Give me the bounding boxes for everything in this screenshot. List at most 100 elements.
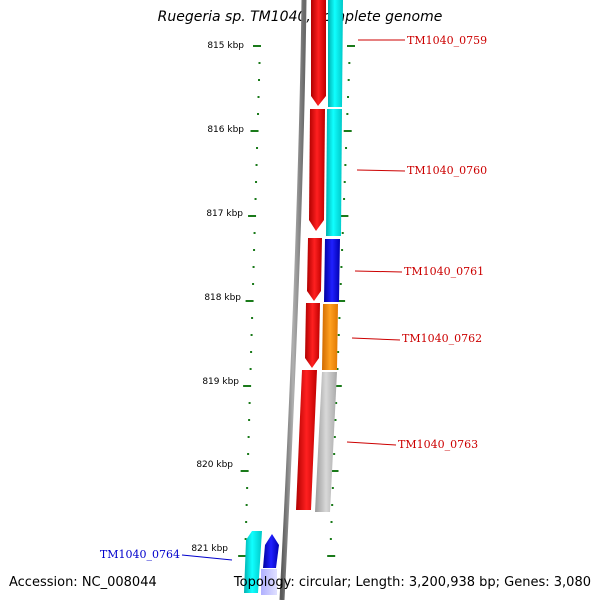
scale-tick	[345, 147, 348, 149]
scale-tick	[340, 215, 349, 217]
light-feature-block[interactable]	[261, 569, 277, 595]
scale-tick	[343, 130, 352, 132]
scale-tick	[244, 538, 247, 540]
gene-cluster-0764	[244, 531, 279, 595]
scale-label: 817 kbp	[206, 209, 243, 219]
scale-label: 816 kbp	[207, 125, 244, 135]
genome-backbone	[279, 0, 307, 600]
scale-tick	[255, 181, 258, 183]
scale-tick	[248, 215, 257, 217]
scale-label: 818 kbp	[204, 293, 241, 303]
scale-tick	[245, 521, 248, 523]
scale-label: 820 kbp	[196, 460, 233, 470]
scale-tick	[248, 402, 251, 404]
scale-tick	[331, 504, 334, 506]
scale-ticks	[238, 45, 355, 557]
gene-arrow-tm1040-0760[interactable]	[326, 109, 342, 236]
scale-tick	[339, 283, 342, 285]
gene-label-tm1040-0764[interactable]: TM1040_0764	[100, 548, 180, 561]
scale-tick	[331, 487, 334, 489]
accession-text: Accession: NC_008044	[9, 575, 157, 590]
scale-tick	[258, 79, 261, 81]
scale-tick	[252, 283, 255, 285]
scale-tick	[337, 300, 346, 302]
scale-tick	[247, 436, 250, 438]
scale-tick	[335, 402, 338, 404]
scale-tick	[347, 45, 355, 47]
scale-tick	[253, 249, 256, 251]
scale-tick	[254, 198, 257, 200]
scale-tick	[250, 351, 253, 353]
scale-label: 819 kbp	[202, 377, 239, 387]
red-feature-arrow[interactable]	[307, 238, 322, 301]
scale-tick	[330, 470, 339, 472]
scale-tick	[238, 555, 247, 557]
gene-arrow-tm1040-0764[interactable]	[244, 531, 262, 593]
plus-strand-features	[315, 0, 343, 512]
scale-tick	[251, 317, 254, 319]
gene-arrow-tm1040-0759[interactable]	[328, 0, 343, 107]
scale-tick	[341, 232, 344, 234]
scale-tick	[327, 555, 336, 557]
scale-tick	[240, 470, 249, 472]
scale-tick	[245, 504, 248, 506]
scale-tick	[337, 351, 340, 353]
blue-feature-arrow[interactable]	[263, 534, 279, 568]
gene-arrow-tm1040-0761[interactable]	[324, 239, 340, 302]
scale-tick	[343, 198, 346, 200]
scale-tick	[336, 368, 339, 370]
red-feature-arrow[interactable]	[309, 109, 325, 231]
scale-tick	[333, 385, 342, 387]
scale-tick	[256, 147, 259, 149]
scale-labels: 815 kbp 816 kbp 817 kbp 818 kbp 819 kbp …	[191, 41, 244, 554]
scale-tick	[334, 419, 337, 421]
red-feature-arrow[interactable]	[311, 0, 326, 106]
minus-strand-features	[296, 0, 326, 510]
gene-label-tm1040-0762[interactable]: TM1040_0762	[402, 332, 482, 345]
scale-tick	[329, 538, 332, 540]
scale-tick	[257, 113, 260, 115]
scale-tick	[330, 521, 333, 523]
scale-tick	[341, 249, 344, 251]
scale-tick	[258, 62, 261, 64]
scale-tick	[246, 487, 249, 489]
scale-tick	[333, 453, 336, 455]
gene-arrow-tm1040-0762[interactable]	[322, 304, 338, 370]
scale-tick	[245, 300, 254, 302]
scale-tick	[249, 368, 252, 370]
map-title: Ruegeria sp. TM1040, complete genome	[157, 9, 443, 25]
scale-label: 815 kbp	[207, 41, 244, 51]
scale-tick	[333, 436, 336, 438]
red-feature-arrow[interactable]	[305, 303, 320, 368]
scale-tick	[338, 317, 341, 319]
scale-tick	[343, 181, 346, 183]
gene-label-tm1040-0763[interactable]: TM1040_0763	[398, 438, 478, 451]
scale-tick	[252, 266, 255, 268]
scale-label: 821 kbp	[191, 544, 228, 554]
gene-label-tm1040-0760[interactable]: TM1040_0760	[407, 164, 487, 177]
scale-tick	[347, 79, 350, 81]
scale-tick	[250, 334, 253, 336]
scale-tick	[257, 96, 260, 98]
topology-text: Topology: circular; Length: 3,200,938 bp…	[233, 575, 591, 590]
scale-tick	[340, 266, 343, 268]
scale-tick	[346, 113, 349, 115]
scale-tick	[337, 334, 340, 336]
scale-tick	[250, 130, 259, 132]
scale-tick	[255, 164, 258, 166]
scale-tick	[348, 62, 351, 64]
gene-arrow-tm1040-0763[interactable]	[315, 372, 337, 512]
scale-tick	[247, 453, 250, 455]
scale-tick	[347, 96, 350, 98]
scale-tick	[243, 385, 252, 387]
scale-tick	[253, 232, 256, 234]
gene-label-tm1040-0761[interactable]: TM1040_0761	[404, 265, 484, 278]
scale-tick	[344, 164, 347, 166]
scale-tick	[253, 45, 261, 47]
scale-tick	[248, 419, 251, 421]
leader-lines	[181, 39, 406, 561]
gene-label-tm1040-0759[interactable]: TM1040_0759	[407, 34, 487, 47]
gene-labels: TM1040_0759 TM1040_0760 TM1040_0761 TM10…	[100, 34, 487, 561]
red-feature-arrow[interactable]	[296, 370, 317, 510]
